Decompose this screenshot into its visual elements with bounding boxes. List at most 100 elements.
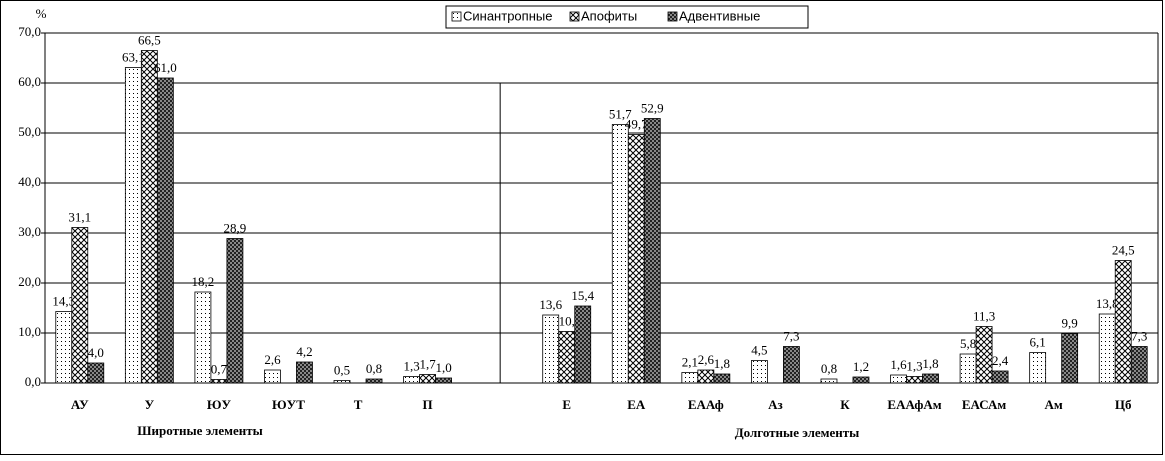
x-tick-label: Т	[354, 397, 363, 412]
bar	[435, 377, 452, 384]
bar	[55, 311, 73, 384]
value-label: 5,8	[960, 336, 976, 351]
bar	[71, 227, 89, 384]
x-tick-label: П	[423, 397, 433, 412]
bar	[1130, 346, 1148, 384]
value-label: 0,8	[366, 361, 382, 376]
value-label: 51,7	[609, 106, 632, 121]
y-tick-label: 50,0	[18, 124, 41, 139]
legend-box	[445, 5, 809, 29]
value-label: 6,1	[1030, 334, 1046, 349]
value-label: 1,6	[890, 357, 907, 372]
y-tick-label: 30,0	[18, 224, 41, 239]
value-label: 66,5	[138, 32, 161, 47]
bar	[1114, 260, 1132, 384]
bar	[124, 67, 142, 384]
x-tick-label: ЮУТ	[272, 397, 305, 412]
value-label: 4,5	[751, 342, 767, 357]
value-label: 1,3	[906, 358, 922, 373]
legend-label: Синантропные	[463, 8, 552, 23]
value-label: 15,4	[571, 288, 594, 303]
value-label: 13,6	[539, 297, 562, 312]
y-tick-label: 60,0	[18, 74, 41, 89]
bar	[991, 370, 1009, 384]
bar	[156, 77, 174, 384]
bar	[820, 378, 838, 384]
x-tick-label: К	[840, 397, 850, 412]
x-tick-label: Ам	[1045, 397, 1063, 412]
value-label: 2,4	[992, 353, 1009, 368]
x-tick-label: Е	[562, 397, 571, 412]
x-tick-label: АУ	[71, 397, 89, 412]
value-label: 61,0	[154, 60, 177, 75]
x-tick-label: У	[145, 397, 155, 412]
legend-label: Адвентивные	[679, 8, 760, 23]
x-tick-label: ЕААфАм	[887, 397, 941, 412]
value-label: 2,6	[264, 352, 281, 367]
value-label: 1,2	[853, 359, 869, 374]
bar	[922, 373, 939, 384]
legend-label: Апофиты	[581, 8, 637, 23]
value-label: 0,7	[211, 361, 228, 376]
bar	[365, 378, 383, 384]
x-tick-label: ЕАСАм	[962, 397, 1007, 412]
bar	[1098, 313, 1116, 384]
y-tick-label: 40,0	[18, 174, 41, 189]
value-label: 2,1	[682, 354, 698, 369]
y-tick-label: 0,0	[25, 374, 41, 389]
value-label: 13,8	[1096, 296, 1119, 311]
bar	[87, 362, 105, 384]
bar	[194, 291, 212, 384]
bar	[627, 134, 645, 384]
bar	[959, 353, 977, 384]
bar	[264, 369, 281, 384]
bar	[906, 376, 923, 384]
value-label: 7,3	[1131, 328, 1147, 343]
bar	[643, 118, 661, 384]
value-label: 31,1	[68, 209, 91, 224]
value-label: 49,7	[625, 116, 648, 131]
value-label: 11,3	[973, 308, 995, 323]
value-label: 1,7	[419, 356, 436, 371]
bar	[751, 360, 768, 384]
bar	[890, 374, 907, 384]
bar	[611, 124, 629, 384]
bar	[140, 50, 158, 384]
bar	[558, 331, 576, 384]
bar	[542, 314, 560, 384]
value-label: 18,2	[192, 274, 215, 289]
bar	[713, 373, 731, 384]
value-label: 0,5	[334, 362, 350, 377]
value-label: 1,8	[714, 356, 730, 371]
legend-swatch	[451, 11, 462, 22]
group-label: Долготные элементы	[735, 425, 860, 440]
y-tick-label: 70,0	[18, 24, 41, 39]
value-label: 14,3	[52, 293, 75, 308]
bar	[296, 361, 313, 384]
value-label: 7,3	[783, 328, 799, 343]
bar	[574, 305, 592, 384]
value-label: 0,8	[821, 361, 837, 376]
x-tick-label: ЕААф	[688, 397, 724, 412]
x-tick-label: ЕА	[627, 397, 646, 412]
bar	[210, 379, 228, 384]
bar	[226, 238, 244, 384]
bar	[419, 374, 436, 384]
value-label: 1,3	[403, 358, 419, 373]
value-label: 1,0	[435, 360, 451, 375]
value-label: 24,5	[1112, 242, 1135, 257]
bar	[403, 376, 420, 384]
y-tick-label: 20,0	[18, 274, 41, 289]
value-label: 4,2	[296, 344, 312, 359]
value-label: 4,0	[88, 345, 104, 360]
y-tick-label: 10,0	[18, 324, 41, 339]
legend-swatch	[667, 11, 678, 22]
bar	[1029, 352, 1047, 384]
legend-swatch	[569, 11, 580, 22]
x-tick-label: Цб	[1115, 397, 1132, 412]
value-label: 9,9	[1062, 315, 1078, 330]
group-label: Широтные элементы	[137, 423, 262, 438]
bar	[681, 372, 699, 384]
